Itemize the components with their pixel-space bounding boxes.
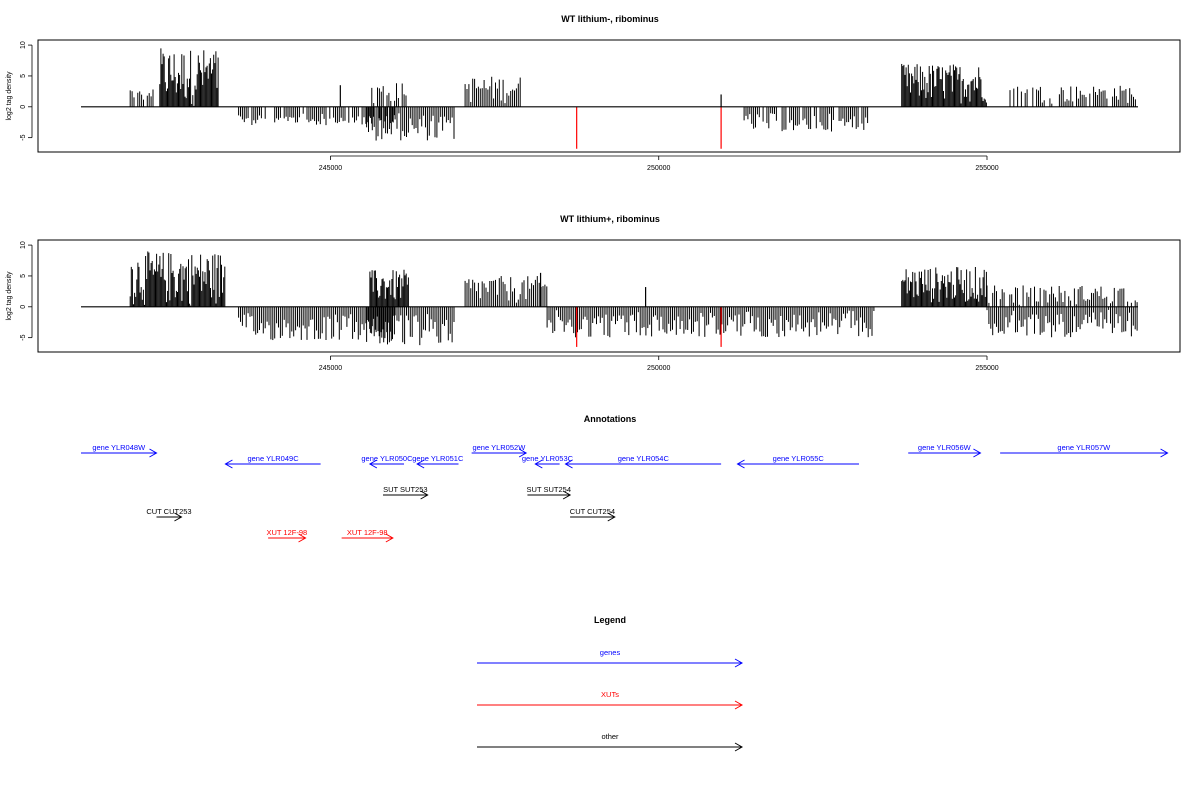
annotation-label: gene YLR048W — [92, 443, 146, 452]
annotation-XUTs: XUT 12F-98 — [266, 528, 307, 543]
annotation-label: gene YLR056W — [918, 443, 972, 452]
arrow-head-icon — [385, 533, 394, 543]
y-tick-label: 5 — [20, 74, 27, 78]
annotation-genes: gene YLR052W — [471, 443, 528, 458]
annotation-label: gene YLR051C — [412, 454, 464, 463]
x-tick-label: 245000 — [319, 365, 342, 372]
annotations-title: Annotations — [584, 414, 637, 424]
annotation-label: SUT SUT253 — [383, 485, 427, 494]
annotation-label: gene YLR052W — [472, 443, 526, 452]
annotation-label: gene YLR055C — [773, 454, 825, 463]
arrow-head-icon — [736, 459, 745, 469]
panel-title: WT lithium+, ribominus — [560, 214, 660, 224]
arrow-head-icon — [518, 448, 528, 458]
legend-label: XUTs — [601, 690, 619, 699]
annotation-label: CUT CUT253 — [146, 507, 191, 516]
legend-panel: Legend genes XUTs other — [477, 615, 744, 752]
panel-title: WT lithium-, ribominus — [561, 14, 659, 24]
arrow-head-icon — [420, 490, 429, 500]
annotation-genes: gene YLR050C — [361, 454, 413, 469]
plot-frame — [37, 39, 1181, 153]
arrow-head-icon — [1160, 448, 1169, 458]
annotation-genes: gene YLR048W — [81, 443, 158, 458]
y-axis-label: log2 tag density — [6, 71, 13, 121]
annotation-label: gene YLR049C — [247, 454, 299, 463]
annotation-label: gene YLR053C — [522, 454, 574, 463]
y-tick-label: 0 — [20, 105, 27, 109]
axes: -5 0 5 10 245000 250000 255000 — [20, 241, 1138, 372]
legend-title: Legend — [594, 615, 626, 625]
annotation-label: CUT CUT254 — [570, 507, 615, 516]
track-panel-lithium-minus: WT lithium-, ribominus log2 tag density … — [6, 14, 1181, 172]
legend-items: genes XUTs other — [477, 648, 744, 752]
annotation-genes: gene YLR054C — [564, 454, 722, 469]
annotation-other: SUT SUT254 — [527, 485, 572, 500]
y-tick-label: -5 — [20, 334, 27, 340]
y-tick-label: 10 — [20, 41, 27, 49]
y-tick-label: -5 — [20, 134, 27, 140]
track-panel-lithium-plus: WT lithium+, ribominus log2 tag density … — [6, 214, 1181, 372]
annotation-genes: gene YLR049C — [224, 454, 321, 469]
x-tick-label: 255000 — [975, 365, 998, 372]
annotation-label: gene YLR050C — [361, 454, 413, 463]
annotation-genes: gene YLR056W — [908, 443, 982, 458]
annotation-label: XUT 12F-98 — [266, 528, 307, 537]
legend-label: other — [601, 732, 619, 741]
arrow-head-icon — [734, 742, 744, 752]
annotation-label: gene YLR054C — [618, 454, 670, 463]
arrow-head-icon — [607, 512, 616, 522]
arrow-head-icon — [298, 533, 307, 543]
arrow-head-icon — [149, 448, 158, 458]
annotation-genes: gene YLR055C — [736, 454, 859, 469]
annotation-other: CUT CUT253 — [146, 507, 192, 522]
arrow-head-icon — [534, 459, 543, 469]
legend-item: genes — [477, 648, 744, 668]
y-tick-label: 10 — [20, 241, 27, 249]
plot-frame — [37, 239, 1181, 353]
annotation-other: SUT SUT253 — [383, 485, 429, 500]
arrow-head-icon — [174, 512, 183, 522]
x-tick-label: 250000 — [647, 165, 670, 172]
annotation-label: gene YLR057W — [1057, 443, 1111, 452]
annotation-genes: gene YLR051C — [412, 454, 464, 469]
arrow-head-icon — [562, 490, 572, 500]
legend-item: XUTs — [477, 690, 744, 710]
legend-label: genes — [600, 648, 621, 657]
annotations-panel: Annotations gene YLR048W gene YLR049C gene… — [81, 414, 1169, 543]
y-tick-label: 0 — [20, 305, 27, 309]
annotation-XUTs: XUT 12F-98 — [341, 528, 394, 543]
annotation-genes: gene YLR057W — [1000, 443, 1169, 458]
arrow-head-icon — [416, 459, 425, 469]
x-tick-label: 255000 — [975, 165, 998, 172]
arrow-head-icon — [564, 459, 573, 469]
density-bars — [129, 48, 1136, 149]
arrow-head-icon — [734, 658, 744, 668]
annotation-other: CUT CUT254 — [570, 507, 616, 522]
y-tick-label: 5 — [20, 274, 27, 278]
y-axis-label: log2 tag density — [6, 271, 13, 321]
annotation-label: XUT 12F-98 — [347, 528, 388, 537]
x-tick-label: 245000 — [319, 165, 342, 172]
arrow-head-icon — [224, 459, 233, 469]
legend-item: other — [477, 732, 744, 752]
axes: -5 0 5 10 245000 250000 255000 — [20, 41, 1138, 172]
arrow-head-icon — [973, 448, 982, 458]
x-tick-label: 250000 — [647, 365, 670, 372]
arrow-head-icon — [734, 700, 744, 710]
annotation-label: SUT SUT254 — [527, 485, 571, 494]
density-bars — [129, 251, 1138, 347]
annotation-genes: gene YLR053C — [522, 454, 574, 469]
arrow-head-icon — [368, 459, 378, 469]
